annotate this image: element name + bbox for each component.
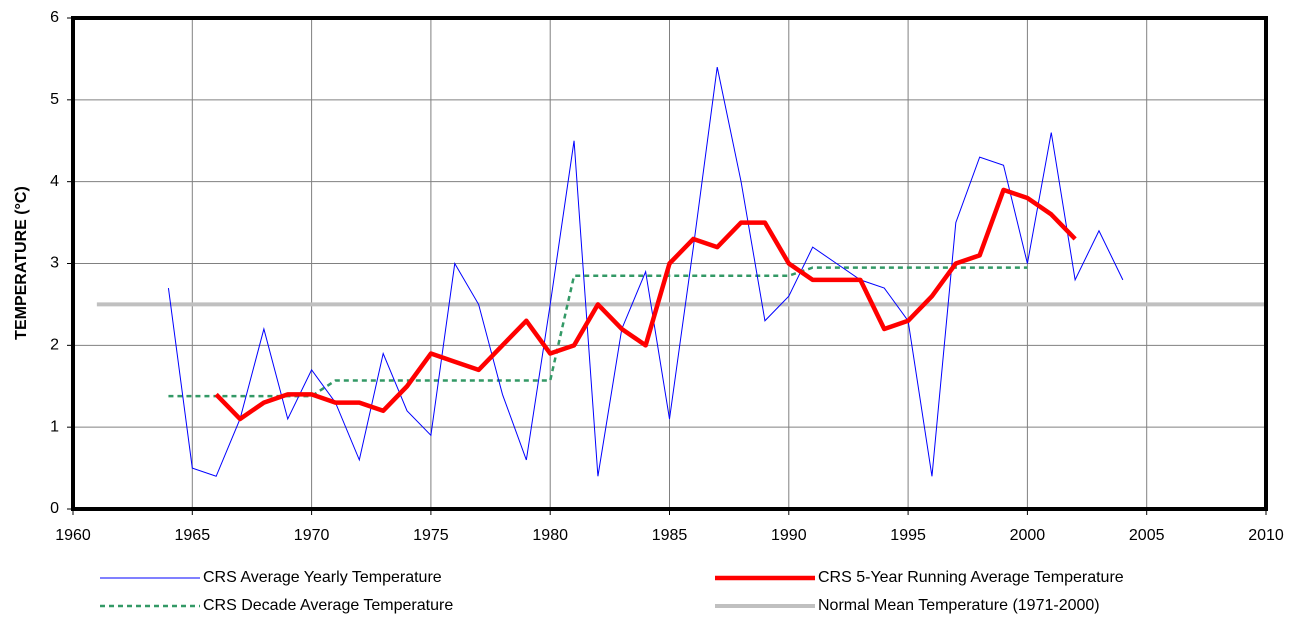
series-line [214,187,1077,422]
y-tick-label: 1 [50,418,59,435]
legend-label: CRS Decade Average Temperature [203,597,453,614]
y-tick-label: 6 [50,9,59,26]
x-tick-label: 2010 [1248,527,1284,544]
y-tick-label: 5 [50,91,59,108]
legend-label: CRS Average Yearly Temperature [203,569,442,586]
x-tick-label: 2000 [1010,527,1046,544]
x-tick-label: 1960 [55,527,91,544]
legend-label: Normal Mean Temperature (1971-2000) [818,597,1100,614]
y-tick-label: 3 [50,255,59,272]
plot-border [71,16,1268,511]
x-tick-label: 1995 [890,527,926,544]
y-tick-label: 0 [50,500,59,517]
series-line [168,266,1028,398]
x-tick-label: 1965 [175,527,211,544]
x-tick-label: 2005 [1129,527,1165,544]
legend-label: CRS 5-Year Running Average Temperature [818,569,1124,586]
x-tick-label: 1970 [294,527,330,544]
x-tick-label: 1980 [532,527,568,544]
y-axis-label: TEMPERATURE (°C) [13,186,30,340]
x-tick-label: 1985 [652,527,688,544]
x-tick-label: 1975 [413,527,449,544]
y-tick-label: 2 [50,337,59,354]
x-tick-label: 1990 [771,527,807,544]
series-line [167,66,1124,477]
y-tick-label: 4 [50,173,59,190]
